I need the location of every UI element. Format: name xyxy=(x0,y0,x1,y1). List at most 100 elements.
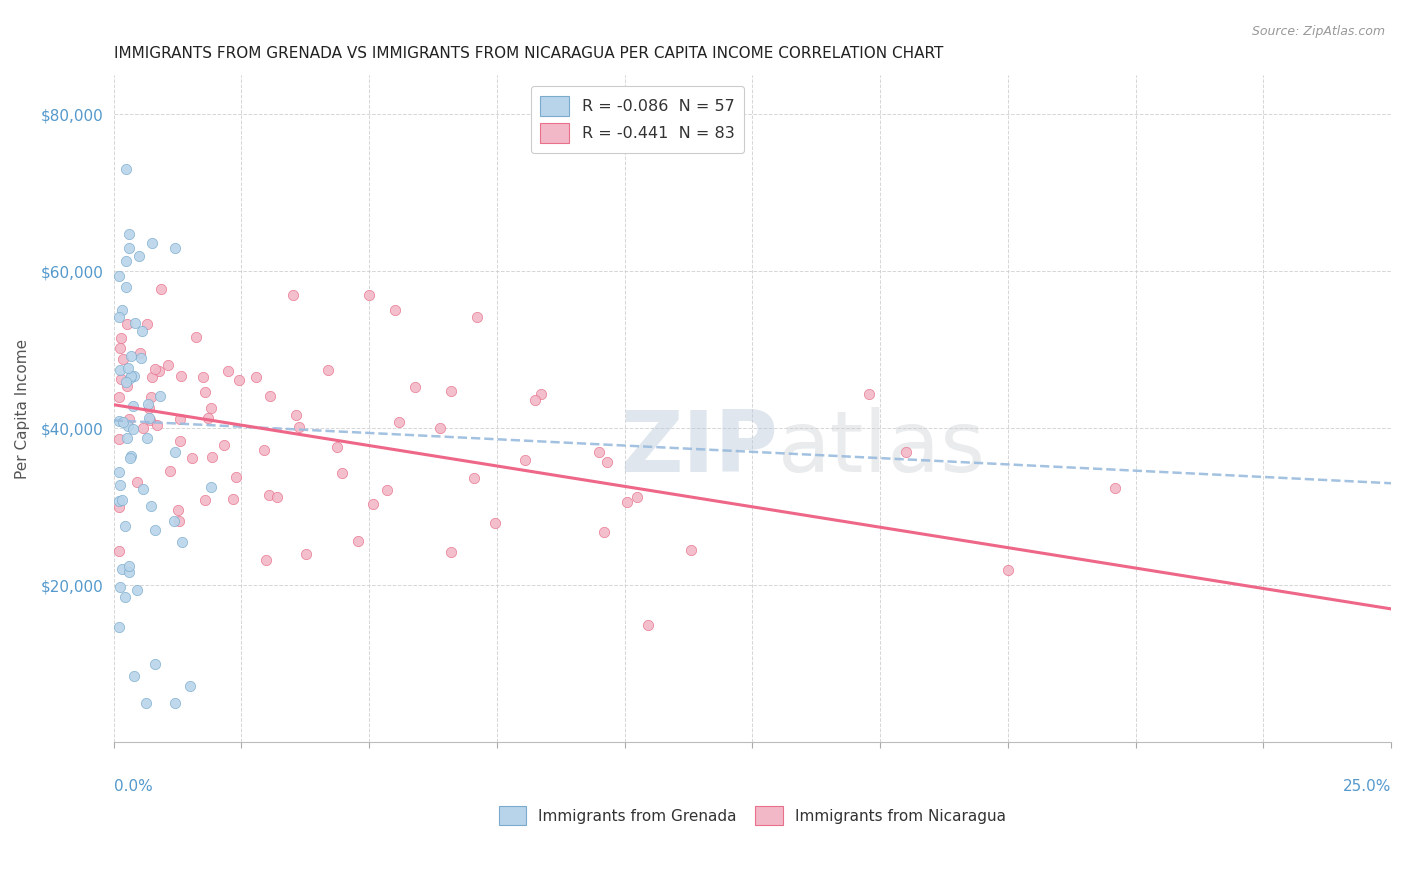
Point xyxy=(523,393,546,408)
Point xyxy=(138,401,160,415)
Point xyxy=(108,466,131,480)
Point xyxy=(217,364,239,378)
Point xyxy=(118,227,141,241)
Point xyxy=(117,431,139,445)
Point xyxy=(637,618,659,632)
Point xyxy=(1104,481,1126,495)
Text: 0.0%: 0.0% xyxy=(114,779,152,794)
Point xyxy=(129,346,152,360)
Point xyxy=(225,469,247,483)
Point xyxy=(108,342,131,356)
Point xyxy=(111,493,134,508)
Point xyxy=(163,241,186,255)
Point xyxy=(112,352,135,367)
Point xyxy=(115,378,138,392)
Point xyxy=(112,415,135,429)
Point xyxy=(127,583,149,598)
Point xyxy=(326,440,349,454)
Point xyxy=(679,543,702,558)
Point xyxy=(596,455,619,469)
Point xyxy=(132,420,155,434)
Point xyxy=(108,414,131,428)
Point xyxy=(135,696,157,710)
Point xyxy=(295,548,318,562)
Point xyxy=(530,387,553,401)
Point xyxy=(108,543,131,558)
Point xyxy=(108,478,131,492)
Point xyxy=(287,420,309,434)
Point xyxy=(117,419,139,434)
Point xyxy=(124,316,146,330)
Point xyxy=(169,434,191,448)
Point xyxy=(193,370,215,384)
Point xyxy=(108,310,131,325)
Point xyxy=(108,268,131,283)
Point xyxy=(118,565,141,579)
Point xyxy=(121,349,143,363)
Point xyxy=(197,411,219,425)
Point xyxy=(139,413,162,427)
Point xyxy=(143,657,166,671)
Point xyxy=(254,553,277,567)
Point xyxy=(115,317,138,331)
Point xyxy=(120,368,142,383)
Point xyxy=(593,525,616,540)
Point xyxy=(465,310,488,324)
Point xyxy=(214,438,236,452)
Point xyxy=(122,422,145,436)
Point xyxy=(143,523,166,537)
Point xyxy=(463,471,485,485)
Point xyxy=(440,545,463,559)
Point xyxy=(997,563,1019,577)
Point xyxy=(108,500,131,515)
Point xyxy=(149,389,172,403)
Point xyxy=(194,492,217,507)
Point xyxy=(117,361,139,376)
Point xyxy=(122,369,145,384)
Point xyxy=(114,590,136,604)
Text: 25.0%: 25.0% xyxy=(1343,779,1391,794)
Point xyxy=(894,445,917,459)
Point xyxy=(110,363,132,377)
Legend: Immigrants from Grenada, Immigrants from Nicaragua: Immigrants from Grenada, Immigrants from… xyxy=(492,800,1012,831)
Point xyxy=(120,450,142,465)
Point xyxy=(118,559,141,574)
Text: IMMIGRANTS FROM GRENADA VS IMMIGRANTS FROM NICARAGUA PER CAPITA INCOME CORRELATI: IMMIGRANTS FROM GRENADA VS IMMIGRANTS FR… xyxy=(114,46,943,62)
Point xyxy=(110,372,132,386)
Point xyxy=(139,499,162,513)
Point xyxy=(172,534,194,549)
Point xyxy=(111,302,134,317)
Point xyxy=(118,241,141,255)
Point xyxy=(616,495,638,509)
Point xyxy=(121,399,143,413)
Point xyxy=(141,235,163,250)
Point xyxy=(375,483,398,498)
Point xyxy=(115,253,138,268)
Point xyxy=(588,445,610,459)
Point xyxy=(228,373,250,387)
Point xyxy=(108,580,131,594)
Point xyxy=(114,518,136,533)
Point xyxy=(108,433,131,447)
Point xyxy=(118,412,141,426)
Point xyxy=(281,287,304,301)
Point xyxy=(111,561,134,575)
Point xyxy=(108,620,131,634)
Point xyxy=(148,364,170,378)
Point xyxy=(388,415,411,429)
Point xyxy=(135,431,157,445)
Point xyxy=(201,450,224,465)
Point xyxy=(114,279,136,293)
Point xyxy=(245,369,267,384)
Point xyxy=(200,480,222,494)
Point xyxy=(132,482,155,496)
Point xyxy=(318,363,340,377)
Point xyxy=(115,162,138,177)
Point xyxy=(141,390,163,404)
Point xyxy=(626,490,648,504)
Point xyxy=(149,282,172,296)
Point xyxy=(180,450,202,465)
Text: ZIP: ZIP xyxy=(620,407,778,491)
Point xyxy=(359,287,381,301)
Point xyxy=(108,390,131,404)
